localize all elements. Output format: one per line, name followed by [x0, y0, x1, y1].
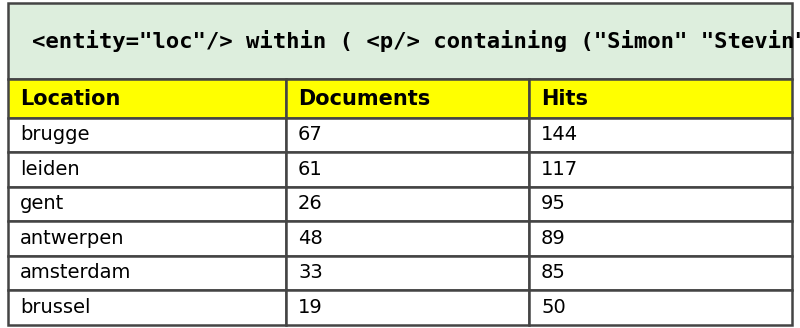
Bar	[8, 221, 286, 256]
Text: 61: 61	[298, 160, 323, 179]
Text: 48: 48	[298, 229, 323, 248]
Text: 19: 19	[298, 298, 323, 317]
Text: 85: 85	[541, 263, 566, 282]
Bar	[8, 152, 286, 187]
Text: 117: 117	[541, 160, 578, 179]
Text: brussel: brussel	[20, 298, 90, 317]
Bar	[8, 79, 286, 118]
Bar	[8, 118, 286, 152]
Bar	[8, 256, 286, 290]
Bar	[530, 79, 792, 118]
Text: <entity="loc"/> within ( <p/> containing ("Simon" "Stevin") ): <entity="loc"/> within ( <p/> containing…	[31, 30, 800, 52]
Bar	[286, 118, 530, 152]
Text: Location: Location	[20, 89, 120, 109]
Bar	[530, 290, 792, 325]
Bar	[286, 79, 530, 118]
Text: 95: 95	[541, 195, 566, 214]
Text: amsterdam: amsterdam	[20, 263, 131, 282]
Bar	[286, 221, 530, 256]
Bar	[530, 118, 792, 152]
Text: 33: 33	[298, 263, 323, 282]
Bar	[286, 256, 530, 290]
Text: Hits: Hits	[541, 89, 588, 109]
Text: brugge: brugge	[20, 126, 90, 145]
Bar	[530, 187, 792, 221]
Bar	[8, 290, 286, 325]
Bar	[530, 221, 792, 256]
Text: 67: 67	[298, 126, 323, 145]
Bar	[530, 152, 792, 187]
Text: 50: 50	[541, 298, 566, 317]
Text: leiden: leiden	[20, 160, 79, 179]
Bar	[286, 290, 530, 325]
Text: 26: 26	[298, 195, 323, 214]
Text: gent: gent	[20, 195, 64, 214]
Text: Documents: Documents	[298, 89, 430, 109]
Bar	[530, 256, 792, 290]
Text: 144: 144	[541, 126, 578, 145]
Text: antwerpen: antwerpen	[20, 229, 124, 248]
Bar	[286, 187, 530, 221]
Bar	[286, 152, 530, 187]
Bar	[8, 187, 286, 221]
Text: 89: 89	[541, 229, 566, 248]
Bar	[8, 3, 792, 79]
